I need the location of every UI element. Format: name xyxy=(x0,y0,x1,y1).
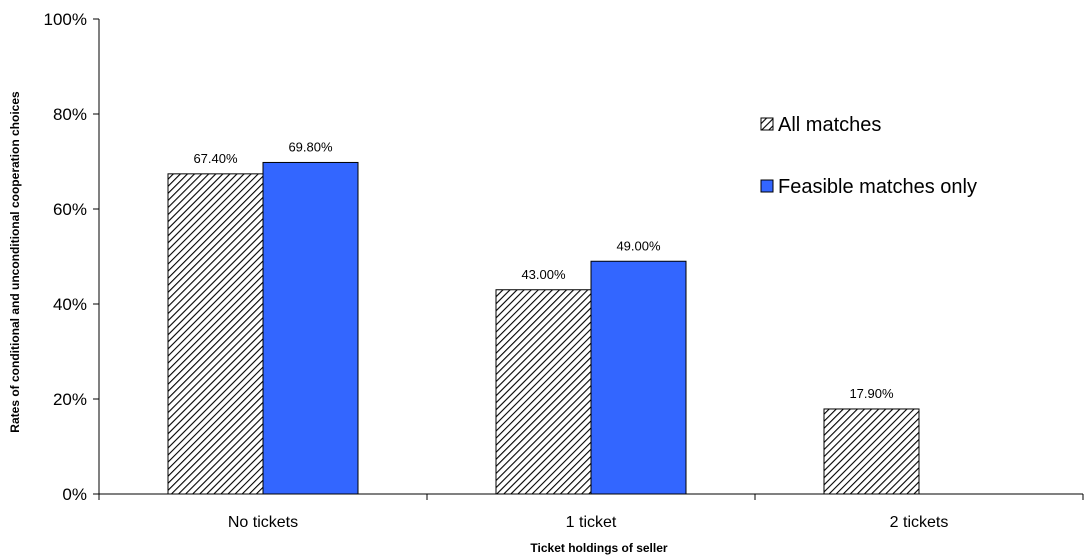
bar xyxy=(590,260,687,495)
bar xyxy=(262,161,359,495)
data-label: 69.80% xyxy=(288,139,333,154)
legend-swatch xyxy=(760,117,774,131)
data-label: 17.90% xyxy=(849,386,894,401)
legend-swatch xyxy=(760,179,774,193)
y-tick-label: 0% xyxy=(62,485,87,504)
bar xyxy=(167,173,264,495)
x-tick-label: No tickets xyxy=(228,514,298,531)
y-tick-label: 60% xyxy=(53,200,87,219)
legend-label: All matches xyxy=(778,114,881,136)
x-axis-title: Ticket holdings of seller xyxy=(530,541,667,555)
data-label: 49.00% xyxy=(616,238,661,253)
x-tick-label: 2 tickets xyxy=(890,514,949,531)
bars xyxy=(167,161,920,495)
legend-label: Feasible matches only xyxy=(778,176,977,198)
x-tick-label: 1 ticket xyxy=(566,514,617,531)
y-axis-title: Rates of conditional and unconditional c… xyxy=(8,91,22,433)
y-tick-label: 80% xyxy=(53,105,87,124)
bar xyxy=(495,289,592,495)
legend: All matches Feasible matches only xyxy=(760,114,977,198)
axes: 0% 20% 40% 60% 80% 100% No tickets 1 ticket 2 ti… xyxy=(44,10,1084,531)
data-label: 43.00% xyxy=(521,267,566,282)
y-tick-label: 100% xyxy=(44,10,87,29)
y-tick-label: 40% xyxy=(53,295,87,314)
data-labels: 67.40% 43.00% 17.90% 69.80% 49.00% xyxy=(193,139,894,401)
bar xyxy=(823,408,920,495)
y-tick-label: 20% xyxy=(53,390,87,409)
data-label: 67.40% xyxy=(193,151,238,166)
